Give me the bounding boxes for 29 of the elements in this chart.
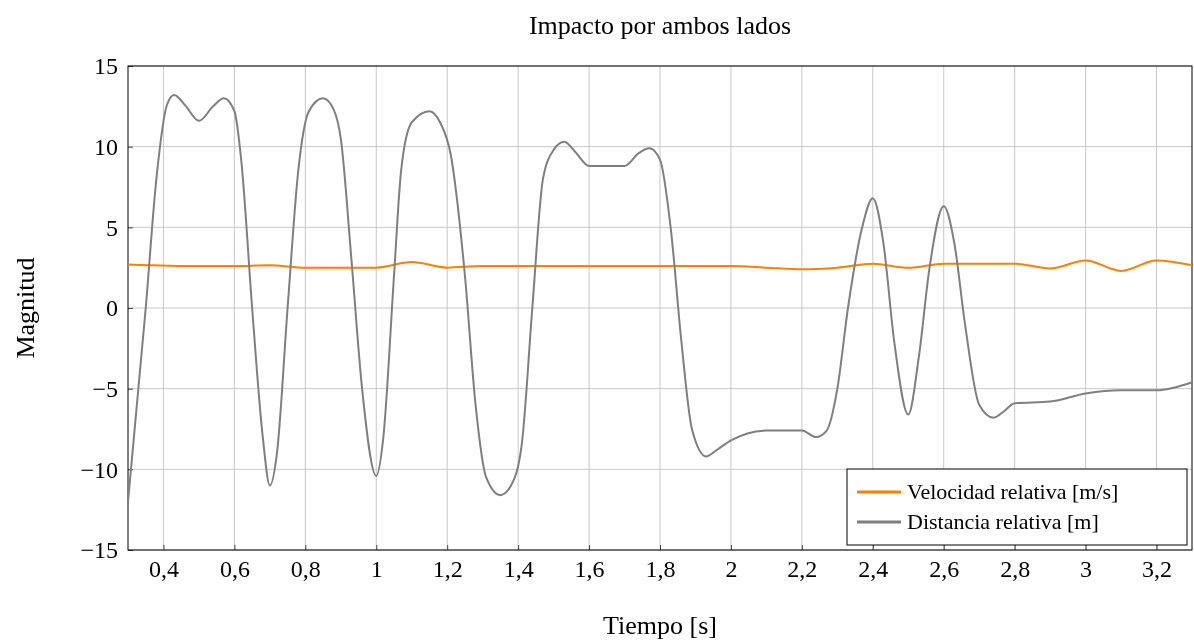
x-tick-label: 0,8 [290,556,321,583]
y-tick-label: −5 [92,375,118,402]
y-tick-label: 5 [106,214,118,241]
x-tick-label: 2,2 [787,556,818,583]
line-series [127,259,1193,272]
y-axis-title: Magnitud [11,257,40,359]
x-tick-label: 1,2 [432,556,463,583]
x-tick-label: 2,4 [858,556,889,583]
y-tick-label: 10 [94,133,118,160]
x-tick-label: 0,4 [148,556,179,583]
x-tick-label: 1,4 [503,556,534,583]
x-tick-label: 0,6 [219,556,250,583]
x-axis-title: Tiempo [s] [603,611,717,640]
x-tick-label: 2,6 [929,556,960,583]
x-tick-label: 3,2 [1142,556,1173,583]
x-tick-label: 1,6 [574,556,605,583]
x-tick-label: 1 [370,556,383,583]
legend-label: Velocidad relativa [m/s] [907,479,1119,504]
chart-title: Impacto por ambos lados [528,11,792,40]
y-tick-label: −15 [80,537,118,564]
line-series [127,94,1193,503]
y-tick-label: −10 [80,456,118,483]
x-tick-label: 2 [725,556,738,583]
x-tick-label: 3 [1080,556,1093,583]
y-tick-label: 0 [106,295,118,322]
x-tick-label: 1,8 [645,556,676,583]
y-tick-label: 15 [94,53,118,80]
x-tick-label: 2,8 [1000,556,1031,583]
legend-label: Distancia relativa [m] [907,509,1099,534]
